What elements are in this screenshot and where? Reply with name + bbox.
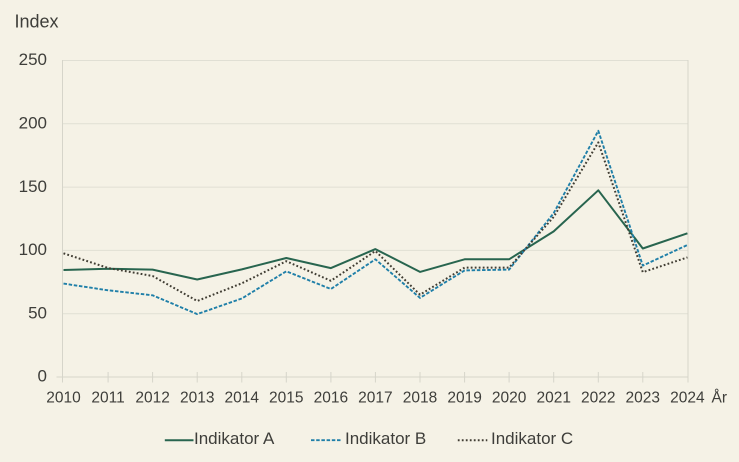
svg-text:2014: 2014 — [225, 390, 260, 407]
svg-text:150: 150 — [19, 177, 47, 196]
svg-text:2016: 2016 — [314, 390, 348, 407]
svg-text:2015: 2015 — [269, 390, 303, 407]
svg-text:2012: 2012 — [135, 390, 169, 407]
svg-text:2017: 2017 — [358, 390, 392, 407]
svg-text:2011: 2011 — [91, 390, 124, 407]
svg-text:0: 0 — [38, 367, 47, 386]
svg-text:2022: 2022 — [581, 390, 615, 407]
svg-text:Index: Index — [15, 12, 59, 32]
svg-text:100: 100 — [19, 240, 47, 259]
svg-text:200: 200 — [19, 114, 47, 133]
svg-text:2021: 2021 — [536, 390, 570, 407]
svg-text:2019: 2019 — [447, 390, 481, 407]
svg-text:2024: 2024 — [670, 390, 705, 407]
svg-text:Indikator C: Indikator C — [491, 429, 573, 448]
svg-text:2010: 2010 — [46, 390, 81, 407]
svg-text:250: 250 — [19, 50, 47, 69]
svg-text:År: År — [712, 390, 728, 407]
svg-text:50: 50 — [28, 303, 47, 322]
svg-text:2023: 2023 — [626, 390, 660, 407]
svg-text:2020: 2020 — [492, 390, 527, 407]
svg-text:Indikator A: Indikator A — [194, 429, 275, 448]
svg-text:Indikator B: Indikator B — [345, 429, 426, 448]
svg-text:2013: 2013 — [180, 390, 214, 407]
svg-text:2018: 2018 — [403, 390, 437, 407]
